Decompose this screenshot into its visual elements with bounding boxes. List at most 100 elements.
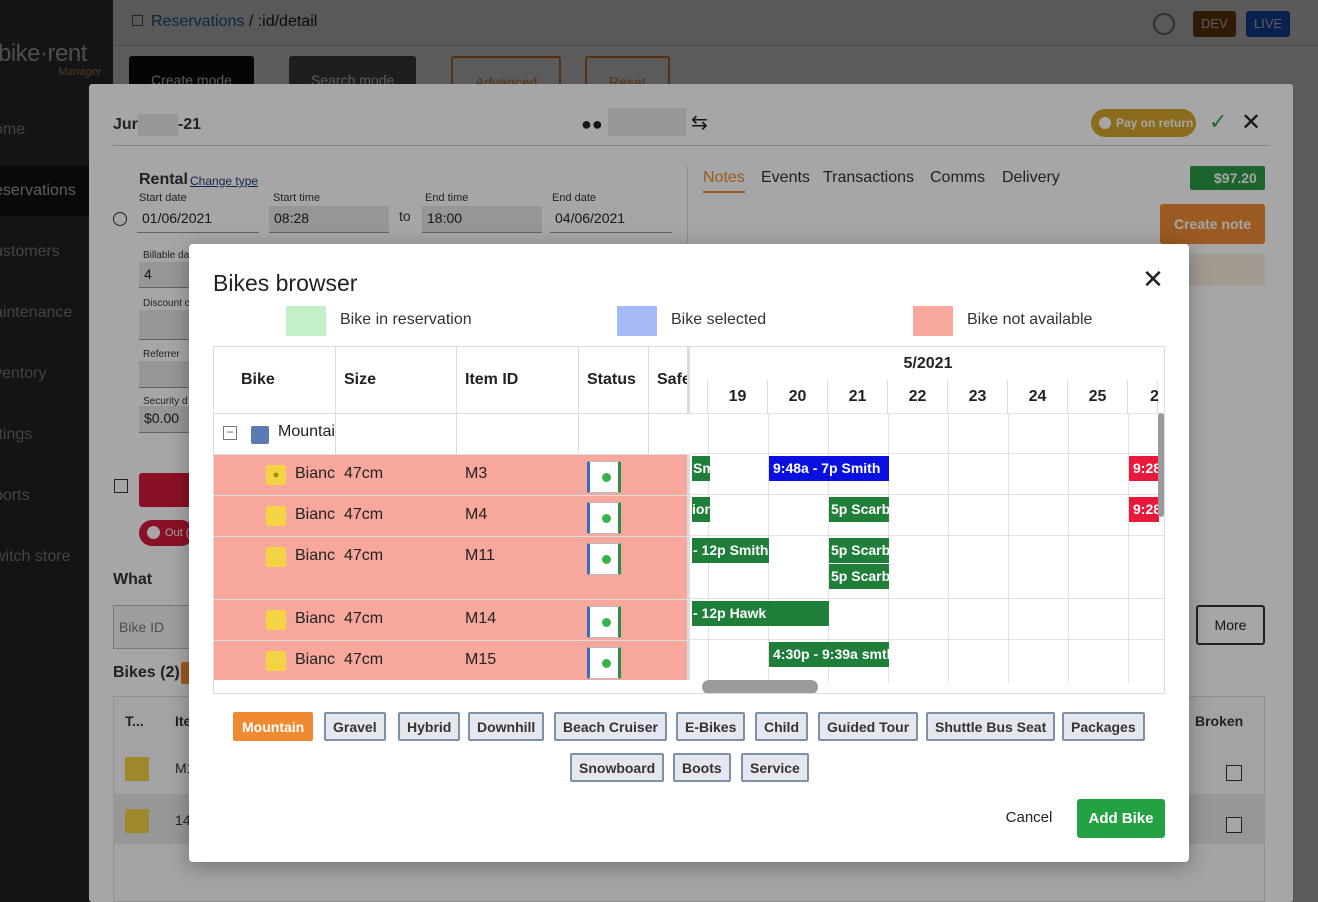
reservation-event[interactable]: 9:28 bbox=[1129, 497, 1159, 522]
category-mountain[interactable]: Mountain bbox=[233, 712, 314, 741]
bike-size: 47cm bbox=[336, 641, 457, 680]
category-boots[interactable]: Boots bbox=[673, 753, 731, 782]
col-header-size[interactable]: Size bbox=[336, 347, 457, 413]
check-icon[interactable]: ✓ bbox=[1209, 109, 1228, 134]
horizontal-scrollbar[interactable] bbox=[702, 680, 818, 693]
bike-status[interactable] bbox=[579, 600, 649, 640]
broadcast-icon[interactable] bbox=[1153, 13, 1175, 35]
reservation-event[interactable]: - 12p Hawk bbox=[692, 601, 829, 626]
vertical-scrollbar[interactable] bbox=[1158, 413, 1164, 517]
change-type-link[interactable]: Change type bbox=[190, 174, 259, 188]
category-packages[interactable]: Packages bbox=[1062, 712, 1145, 741]
category-snowboard[interactable]: Snowboard bbox=[570, 753, 665, 782]
table-row[interactable]: Bianc 47cm M11 bbox=[214, 536, 690, 599]
col-type-header[interactable]: T... bbox=[125, 713, 144, 729]
status-indicator[interactable] bbox=[587, 502, 621, 534]
category-shuttle-bus-seat[interactable]: Shuttle Bus Seat bbox=[926, 712, 1056, 741]
reservation-event[interactable]: 4:30p - 9:39a smth bbox=[769, 642, 889, 667]
category-hybrid[interactable]: Hybrid bbox=[398, 712, 461, 741]
status-indicator[interactable] bbox=[587, 543, 621, 575]
bike-safe bbox=[649, 496, 690, 536]
out-status-badge[interactable]: Out ( bbox=[139, 520, 194, 546]
category-downhill[interactable]: Downhill bbox=[468, 712, 545, 741]
day-19: 19 bbox=[708, 380, 768, 413]
close-icon[interactable]: ✕ bbox=[1241, 109, 1262, 136]
bike-item-id: M3 bbox=[457, 455, 579, 495]
col-header-safe[interactable]: Safe bbox=[649, 347, 690, 413]
category-service[interactable]: Service bbox=[741, 753, 809, 782]
category-beach-cruiser[interactable]: Beach Cruiser bbox=[554, 712, 667, 741]
start-time-field[interactable]: 08:28 bbox=[269, 206, 389, 233]
reservation-event[interactable]: 5p Scarbs bbox=[829, 497, 889, 522]
table-row[interactable]: Bianc 47cm M4 bbox=[214, 495, 690, 536]
reservation-event[interactable]: - 12p Smith bbox=[692, 538, 769, 563]
status-indicator[interactable] bbox=[587, 461, 621, 493]
sidebar-item-switch-store[interactable]: witch store bbox=[0, 548, 71, 565]
col-header-bike[interactable]: Bike bbox=[214, 347, 336, 413]
bike-status[interactable] bbox=[579, 537, 649, 599]
col-item-header[interactable]: Ite bbox=[175, 713, 192, 729]
tab-comms[interactable]: Comms bbox=[930, 169, 986, 186]
bike-status[interactable] bbox=[579, 641, 649, 680]
swap-icon[interactable]: ⇆ bbox=[691, 112, 708, 134]
add-bike-button[interactable]: Add Bike bbox=[1077, 799, 1165, 838]
bike-status[interactable] bbox=[579, 455, 649, 495]
timeline-month: 5/2021 bbox=[903, 355, 953, 372]
broken-checkbox[interactable] bbox=[1226, 817, 1242, 833]
close-icon[interactable]: ✕ bbox=[1142, 264, 1164, 294]
breadcrumb-link[interactable]: Reservations bbox=[151, 13, 245, 30]
more-button[interactable]: More bbox=[1196, 605, 1265, 645]
status-indicator[interactable] bbox=[587, 647, 621, 679]
create-note-button[interactable]: Create note bbox=[1160, 204, 1265, 244]
collapse-icon[interactable]: − bbox=[223, 426, 237, 440]
col-header-status[interactable]: Status bbox=[579, 347, 649, 413]
bike-safe bbox=[649, 455, 690, 495]
logo: bike·rent Manager bbox=[0, 40, 113, 80]
reservation-event[interactable]: ion bbox=[692, 497, 710, 522]
reservation-event[interactable]: 9:48a - 7p Smith bbox=[769, 456, 889, 481]
reservation-event[interactable]: 5p Scarbs bbox=[829, 564, 889, 589]
sidebar-item-customers[interactable]: ustomers bbox=[0, 243, 60, 260]
bikes-count-title: Bikes (2) bbox=[113, 664, 180, 681]
status-button[interactable] bbox=[139, 473, 194, 507]
reservation-event[interactable]: 9:28 bbox=[1129, 456, 1159, 481]
sidebar-item-inventory[interactable]: ventory bbox=[0, 365, 47, 382]
end-time-field[interactable]: 18:00 bbox=[422, 206, 542, 233]
to-label: to bbox=[399, 208, 411, 224]
group-icon bbox=[251, 426, 269, 444]
table-row[interactable]: Bianc 47cm M15 bbox=[214, 640, 690, 680]
pay-on-return-toggle[interactable]: Pay on return bbox=[1091, 109, 1196, 137]
category-child[interactable]: Child bbox=[755, 712, 808, 741]
start-date-field[interactable]: 01/06/2021 bbox=[137, 206, 259, 233]
tab-events[interactable]: Events bbox=[761, 169, 810, 186]
bike-icon: ● bbox=[266, 465, 286, 485]
bike-size: 47cm bbox=[336, 496, 457, 536]
col-header-item-id[interactable]: Item ID bbox=[457, 347, 579, 413]
day-25: 25 bbox=[1068, 380, 1128, 413]
bike-icon bbox=[266, 610, 286, 630]
broken-checkbox[interactable] bbox=[1226, 765, 1242, 781]
reservation-event[interactable]: 5p Scarbs bbox=[829, 538, 889, 563]
sidebar-item-reports[interactable]: ports bbox=[0, 487, 30, 504]
customer-name[interactable] bbox=[608, 108, 686, 136]
sidebar-item-maintenance[interactable]: aintenance bbox=[0, 304, 73, 321]
tab-transactions[interactable]: Transactions bbox=[823, 169, 914, 186]
tab-notes[interactable]: Notes bbox=[703, 169, 745, 193]
status-indicator[interactable] bbox=[587, 606, 621, 638]
category-e-bikes[interactable]: E-Bikes bbox=[676, 712, 746, 741]
bike-name: Bianc bbox=[214, 496, 336, 536]
category-guided-tour[interactable]: Guided Tour bbox=[818, 712, 919, 741]
cancel-button[interactable]: Cancel bbox=[1005, 809, 1053, 826]
sidebar-item-settings[interactable]: ttings bbox=[0, 426, 33, 443]
reservation-event[interactable]: Sm bbox=[692, 456, 710, 481]
bike-id-input[interactable]: Bike ID bbox=[113, 605, 193, 649]
col-broken-header[interactable]: Broken bbox=[1195, 713, 1244, 729]
tab-delivery[interactable]: Delivery bbox=[1002, 169, 1060, 186]
category-gravel[interactable]: Gravel bbox=[324, 712, 386, 741]
end-date-field[interactable]: 04/06/2021 bbox=[550, 206, 672, 233]
bike-size: 47cm bbox=[336, 537, 457, 599]
table-row[interactable]: Bianc 47cm M14 bbox=[214, 599, 690, 640]
bike-status[interactable] bbox=[579, 496, 649, 536]
sidebar-item-home[interactable]: ome bbox=[0, 121, 26, 138]
table-row[interactable]: ● Bianc 47cm M3 bbox=[214, 454, 690, 495]
